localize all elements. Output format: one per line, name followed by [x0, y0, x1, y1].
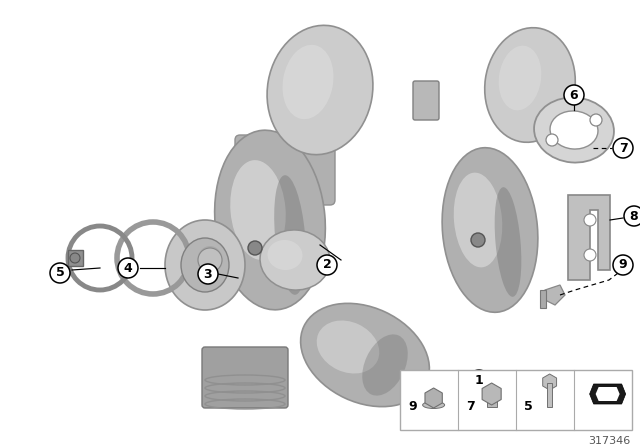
Text: 3: 3	[204, 267, 212, 280]
Ellipse shape	[181, 238, 229, 292]
Bar	[400, 370, 632, 430]
Ellipse shape	[248, 241, 262, 255]
Ellipse shape	[165, 220, 245, 310]
Ellipse shape	[534, 97, 614, 163]
Text: 4: 4	[124, 262, 132, 275]
Circle shape	[584, 214, 596, 226]
Ellipse shape	[422, 401, 445, 409]
Ellipse shape	[454, 172, 502, 267]
Ellipse shape	[471, 233, 485, 247]
Ellipse shape	[214, 130, 325, 310]
Text: 5: 5	[56, 267, 65, 280]
Circle shape	[198, 264, 218, 284]
FancyBboxPatch shape	[202, 347, 288, 408]
Circle shape	[613, 255, 633, 275]
Ellipse shape	[550, 111, 598, 149]
Bar	[547, 383, 552, 407]
Polygon shape	[568, 195, 610, 280]
Circle shape	[613, 138, 633, 158]
Polygon shape	[545, 285, 565, 305]
Text: 7: 7	[466, 400, 475, 413]
Ellipse shape	[495, 187, 522, 297]
Ellipse shape	[230, 160, 285, 260]
Bar	[540, 290, 546, 308]
Circle shape	[469, 370, 489, 390]
Polygon shape	[589, 384, 626, 404]
Circle shape	[50, 263, 70, 283]
Ellipse shape	[260, 230, 330, 290]
Ellipse shape	[362, 334, 408, 396]
Circle shape	[624, 206, 640, 226]
Ellipse shape	[317, 320, 380, 374]
Text: 2: 2	[323, 258, 332, 271]
Circle shape	[546, 134, 558, 146]
Circle shape	[317, 255, 337, 275]
Ellipse shape	[198, 246, 223, 274]
Ellipse shape	[268, 240, 303, 270]
Text: 7: 7	[619, 142, 627, 155]
Circle shape	[564, 85, 584, 105]
Ellipse shape	[301, 303, 429, 407]
Ellipse shape	[267, 26, 373, 155]
Circle shape	[70, 253, 80, 263]
Bar	[68, 250, 83, 266]
Text: 1: 1	[475, 374, 483, 387]
Text: 5: 5	[524, 400, 532, 413]
Ellipse shape	[442, 148, 538, 312]
Polygon shape	[596, 387, 620, 401]
Circle shape	[590, 114, 602, 126]
Ellipse shape	[274, 175, 306, 295]
Circle shape	[198, 248, 222, 272]
Text: 6: 6	[570, 89, 579, 102]
Ellipse shape	[282, 45, 333, 119]
Text: 8: 8	[630, 210, 638, 223]
Circle shape	[584, 249, 596, 261]
Ellipse shape	[484, 28, 575, 142]
Text: 317346: 317346	[588, 436, 630, 446]
Circle shape	[118, 258, 138, 278]
FancyBboxPatch shape	[413, 81, 439, 120]
Bar	[486, 395, 497, 407]
FancyBboxPatch shape	[235, 135, 335, 205]
Text: 9: 9	[408, 400, 417, 413]
Ellipse shape	[499, 46, 541, 110]
Text: 9: 9	[619, 258, 627, 271]
